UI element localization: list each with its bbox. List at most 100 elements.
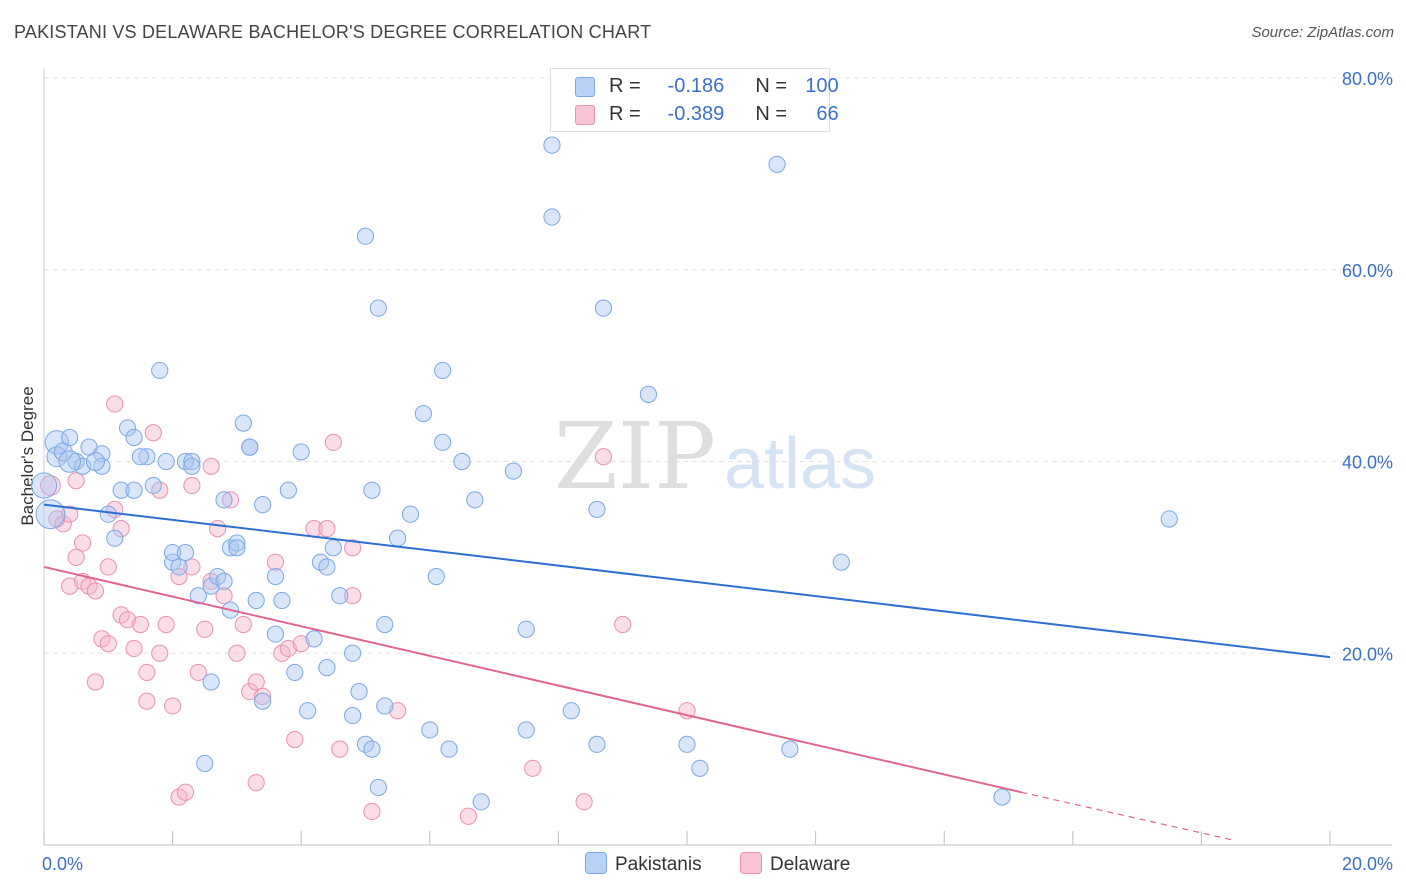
delaware-point bbox=[196, 620, 214, 638]
delaware-point bbox=[241, 683, 259, 701]
pakistanis-point bbox=[93, 445, 111, 463]
delaware-point bbox=[118, 611, 137, 629]
delaware-point bbox=[131, 615, 150, 634]
pakistanis-point bbox=[594, 299, 613, 317]
pakistanis-point bbox=[241, 438, 259, 456]
delaware-point bbox=[112, 520, 130, 538]
bottom-legend-label-delaware: Delaware bbox=[770, 854, 851, 875]
delaware-point bbox=[524, 759, 542, 777]
delaware-point bbox=[189, 663, 207, 682]
pakistanis-point bbox=[144, 476, 162, 495]
pakistanis-point bbox=[781, 740, 799, 758]
pakistanis-point bbox=[215, 491, 233, 509]
pakistanis-point bbox=[588, 500, 606, 519]
bottom-legend-label-pakistanis: Pakistanis bbox=[615, 854, 702, 875]
pakistanis-point bbox=[453, 452, 471, 471]
pakistanis-point bbox=[543, 208, 561, 226]
pakistanis-point bbox=[125, 428, 143, 447]
pakistanis-point bbox=[993, 788, 1011, 806]
delaware-point bbox=[67, 472, 85, 490]
pakistanis-point bbox=[344, 644, 362, 662]
pakistanis-point bbox=[247, 591, 265, 610]
chart-title: PAKISTANI VS DELAWARE BACHELOR'S DEGREE … bbox=[14, 22, 652, 42]
tick-labels: 20.0% 40.0% 60.0% 80.0% 0.0% 20.0% bbox=[42, 69, 1393, 874]
pakistanis-point bbox=[138, 448, 156, 466]
grid-lines bbox=[44, 77, 1392, 654]
pakistanis-point bbox=[266, 567, 285, 586]
legend-n-value-pakistanis: 100 bbox=[805, 75, 839, 97]
pakistanis-point bbox=[305, 630, 323, 648]
pakistanis-point bbox=[228, 534, 246, 552]
pakistanis-point bbox=[58, 450, 82, 473]
legend-n-value-delaware: 66 bbox=[816, 103, 839, 125]
delaware-point bbox=[164, 697, 182, 715]
pakistanis-point bbox=[376, 615, 394, 634]
delaware-point bbox=[99, 635, 117, 653]
pakistanis-point bbox=[131, 448, 150, 466]
x-tick-label: 0.0% bbox=[42, 854, 83, 874]
pakistanis-point bbox=[401, 505, 420, 523]
trend-lines bbox=[43, 503, 1331, 841]
delaware-point bbox=[279, 639, 297, 658]
pakistanis-point bbox=[299, 702, 317, 720]
delaware-point bbox=[67, 548, 85, 566]
delaware-point bbox=[459, 807, 477, 825]
correlation-legend: R = -0.186 N = 100 R = -0.389 N = 66 bbox=[550, 68, 839, 132]
pakistanis-point bbox=[35, 499, 66, 530]
delaware-point bbox=[614, 615, 632, 634]
delaware-point bbox=[254, 687, 272, 705]
legend-r-value-pakistanis: -0.186 bbox=[667, 75, 725, 97]
pakistanis-point bbox=[157, 452, 175, 471]
delaware-point bbox=[221, 491, 240, 509]
pakistanis-point bbox=[344, 706, 362, 725]
pakistanis-point bbox=[61, 428, 79, 447]
delaware-point bbox=[228, 644, 246, 662]
delaware-point bbox=[266, 553, 285, 571]
delaware-point bbox=[344, 539, 362, 557]
delaware-point bbox=[138, 663, 156, 682]
delaware-point bbox=[324, 433, 342, 451]
delaware-point bbox=[61, 505, 79, 523]
pakistanis-point bbox=[517, 721, 535, 739]
pakistanis-point bbox=[30, 472, 58, 499]
pakistanis-point bbox=[768, 155, 786, 173]
pakistanis-point bbox=[639, 385, 658, 403]
pakistanis-point bbox=[440, 740, 458, 758]
bottom-legend-swatch-pakistanis bbox=[585, 852, 607, 874]
pakistanis-point bbox=[331, 587, 349, 605]
delaware-point bbox=[286, 730, 304, 749]
pakistanis-point bbox=[691, 759, 709, 777]
legend-r-label: R = bbox=[609, 75, 641, 97]
pakistanis-point bbox=[170, 558, 188, 576]
delaware-point bbox=[209, 520, 227, 538]
bottom-legend-delaware: Delaware bbox=[740, 852, 850, 876]
watermark-atlas: atlas bbox=[724, 424, 876, 504]
legend-r-value-delaware: -0.389 bbox=[667, 103, 725, 125]
pakistanis-point bbox=[389, 529, 407, 547]
pakistanis-point bbox=[421, 721, 439, 739]
delaware-point bbox=[73, 534, 92, 552]
pakistanis-point bbox=[324, 539, 342, 557]
bottom-legend-swatch-delaware bbox=[740, 852, 762, 874]
pakistanis-point bbox=[588, 735, 606, 753]
pakistanis-point bbox=[434, 361, 452, 380]
delaware-point bbox=[176, 783, 195, 801]
pakistanis-point bbox=[562, 702, 580, 720]
delaware-point bbox=[61, 577, 79, 595]
pakistanis-point bbox=[176, 543, 195, 562]
legend-swatch-delaware bbox=[575, 105, 595, 125]
pakistanis-point bbox=[369, 299, 387, 317]
pakistanis-point bbox=[273, 591, 291, 610]
x-tick-label: 20.0% bbox=[1342, 854, 1393, 874]
pakistanis-point bbox=[363, 740, 381, 758]
pakistanis-point bbox=[318, 659, 336, 677]
pakistanis-point bbox=[164, 543, 182, 562]
pakistanis-point bbox=[202, 673, 220, 691]
pakistanis-point bbox=[151, 361, 169, 380]
delaware-point bbox=[144, 424, 162, 442]
watermark: ZIP atlas bbox=[554, 403, 876, 510]
delaware-point bbox=[247, 673, 265, 691]
pakistanis-point bbox=[504, 462, 522, 480]
pakistanis-point bbox=[350, 683, 368, 701]
pakistanis-point bbox=[202, 577, 220, 595]
